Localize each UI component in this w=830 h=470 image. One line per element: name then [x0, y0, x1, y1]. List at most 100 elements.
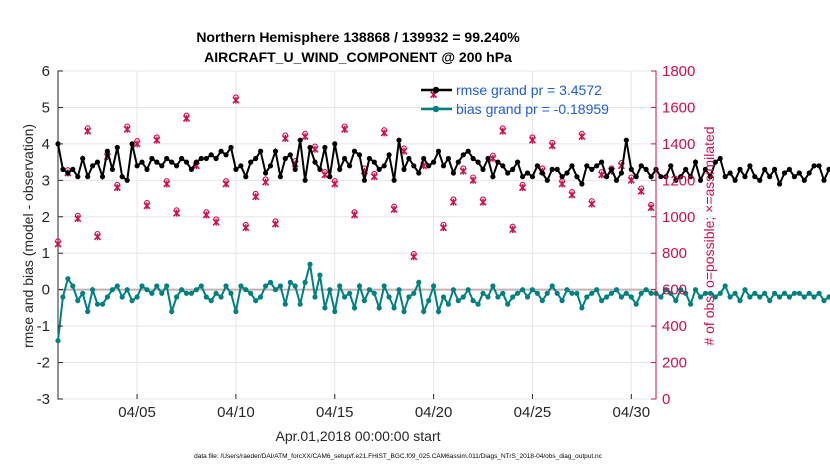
bias-point	[277, 283, 283, 289]
rmse-point	[673, 177, 679, 183]
rmse-point	[574, 174, 580, 180]
rmse-point	[796, 170, 802, 176]
y-right-tick-label: 0	[662, 391, 670, 408]
rmse-point	[307, 144, 313, 151]
legend: rmse grand pr = 3.4572 bias grand pr = -…	[421, 82, 609, 117]
obs-assimilated-marker	[212, 218, 220, 226]
bias-point	[238, 283, 244, 289]
rmse-point	[119, 174, 125, 180]
obs-assimilated-marker	[341, 125, 349, 133]
rmse-point	[302, 177, 308, 183]
rmse-point	[786, 166, 793, 172]
rmse-point	[465, 148, 471, 154]
bias-point	[258, 294, 264, 300]
rmse-point	[811, 163, 817, 169]
obs-assimilated-marker	[568, 191, 576, 199]
bias-point	[801, 294, 807, 300]
bias-point	[480, 290, 486, 296]
y-tick-label: 4	[42, 136, 50, 153]
bias-point	[347, 290, 353, 296]
rmse-point	[381, 163, 387, 169]
rmse-point	[549, 166, 555, 172]
obs-assimilated-marker	[321, 171, 329, 179]
rmse-point	[391, 177, 397, 183]
rmse-point	[267, 163, 274, 169]
rmse-point	[292, 166, 298, 172]
y-axis-right-label: # of obs: o=possible; ×=assimilated	[701, 126, 717, 345]
bias-point	[440, 294, 447, 300]
rmse-point	[218, 148, 224, 154]
bias-point	[816, 290, 822, 296]
rmse-point	[475, 159, 481, 165]
rmse-point	[722, 174, 728, 180]
rmse-point	[233, 166, 239, 172]
rmse-point	[124, 177, 130, 183]
bias-point	[371, 290, 377, 296]
bias-point	[342, 294, 348, 300]
obs-assimilated-marker	[84, 127, 92, 135]
bias-point	[307, 261, 313, 267]
obs-assimilated-marker	[222, 180, 230, 188]
rmse-point	[559, 174, 565, 180]
bias-point	[777, 294, 783, 300]
rmse-point	[608, 166, 615, 172]
rmse-point	[94, 159, 101, 165]
rmse-point	[524, 170, 531, 176]
rmse-point	[440, 163, 447, 169]
bias-point	[144, 287, 150, 293]
rmse-point	[816, 163, 822, 169]
bias-point	[500, 290, 506, 296]
rmse-point	[495, 159, 501, 165]
bias-point	[188, 290, 194, 296]
obs-assimilated-marker	[439, 224, 448, 232]
rmse-point	[678, 174, 684, 180]
bias-point	[529, 287, 536, 293]
bias-point	[426, 298, 432, 304]
bias-point	[633, 301, 639, 307]
rmse-point	[480, 166, 486, 172]
rmse-point	[435, 148, 442, 154]
bias-point	[159, 290, 165, 296]
bias-point	[613, 287, 620, 293]
bias-point	[104, 294, 110, 300]
rmse-point	[297, 137, 303, 143]
rmse-point	[248, 159, 254, 165]
obs-assimilated-marker	[558, 180, 566, 188]
rmse-point	[80, 155, 86, 162]
rmse-point	[772, 166, 778, 172]
rmse-point	[60, 166, 66, 172]
rmse-point	[643, 166, 649, 172]
bias-point	[297, 301, 303, 307]
bias-point	[228, 290, 234, 296]
bias-point	[673, 298, 679, 304]
obs-assimilated-marker	[370, 173, 378, 181]
rmse-point	[781, 170, 788, 176]
bias-point	[109, 287, 115, 293]
chart-title: Northern Hemisphere 138868 / 139932 = 99…	[196, 29, 520, 45]
rmse-point	[258, 148, 264, 154]
rmse-point	[658, 174, 664, 180]
bias-point	[149, 290, 155, 296]
rmse-point	[594, 163, 600, 169]
bias-point	[549, 283, 555, 289]
rmse-point	[366, 155, 372, 162]
y-right-tick-label: 200	[662, 355, 687, 372]
y-tick-label: 5	[42, 99, 50, 116]
rmse-point	[732, 177, 738, 183]
bias-point	[322, 305, 328, 311]
obs-assimilated-marker	[518, 184, 527, 192]
bias-point	[208, 298, 214, 304]
obs-assimilated-marker	[133, 140, 141, 148]
obs-assimilated-marker	[113, 184, 121, 192]
bias-point	[435, 308, 442, 315]
rmse-point	[188, 166, 194, 172]
bias-point	[366, 287, 372, 293]
bias-point	[351, 305, 358, 311]
rmse-point	[633, 174, 639, 180]
bias-point	[90, 287, 96, 293]
rmse-point	[361, 177, 367, 183]
obs-assimilated-marker	[252, 193, 260, 201]
bias-point	[431, 283, 437, 289]
rmse-point	[228, 144, 234, 151]
